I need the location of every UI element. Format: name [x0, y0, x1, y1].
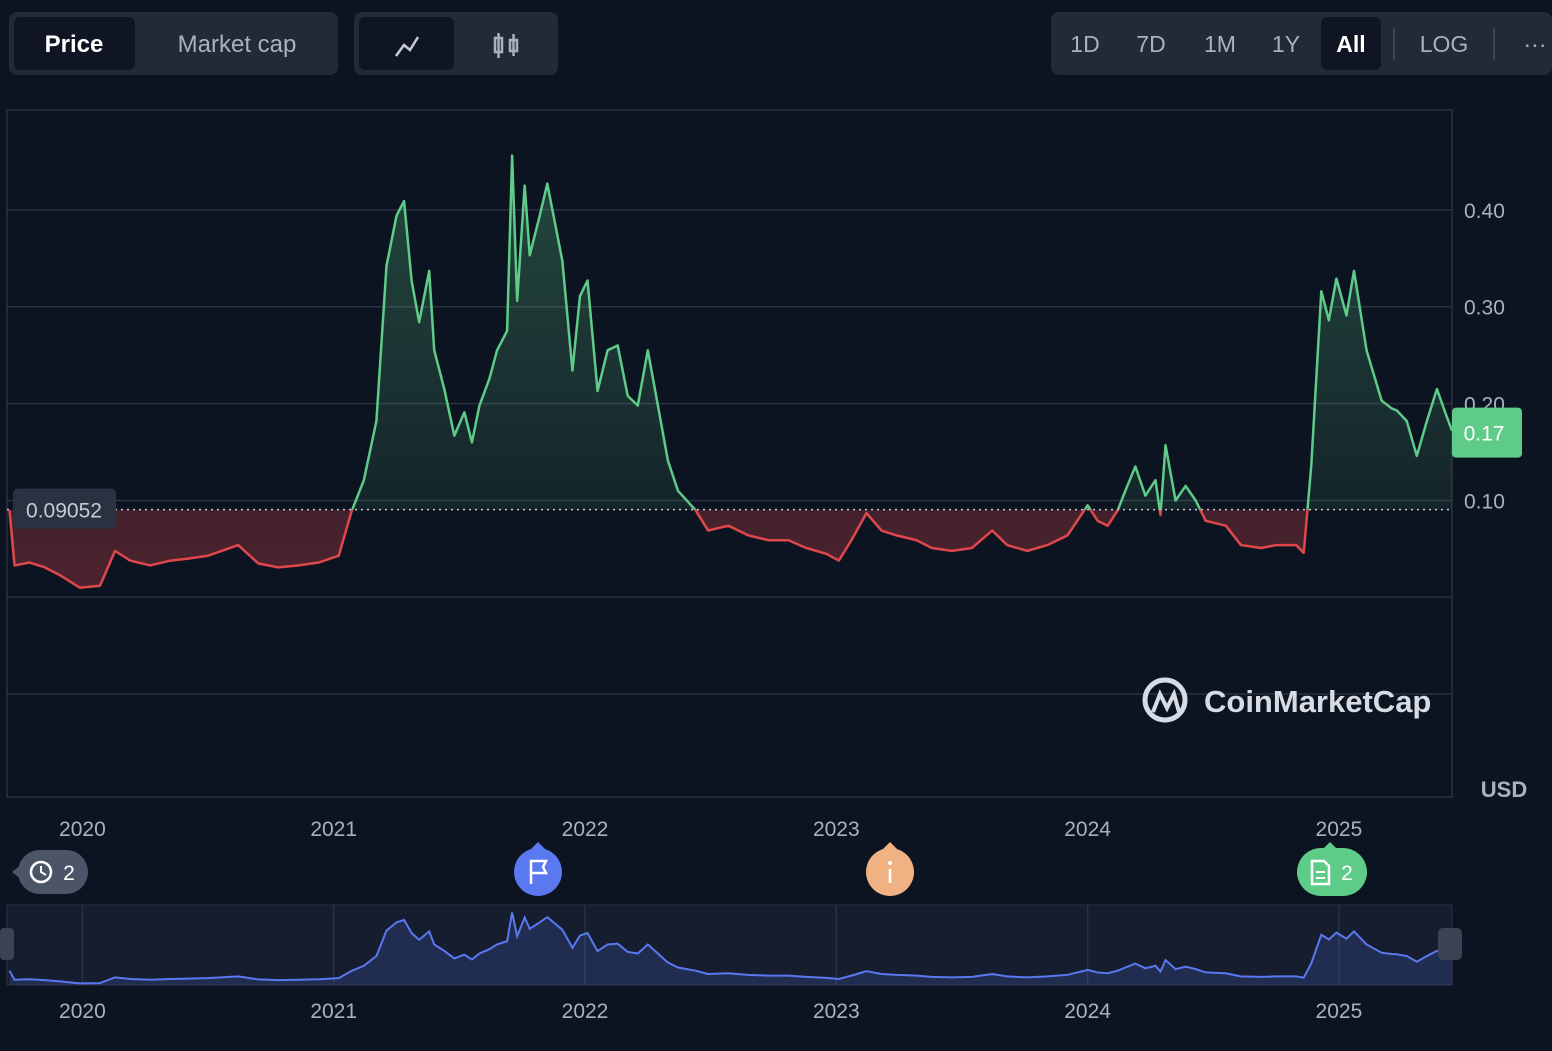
watermark-text: CoinMarketCap: [1204, 684, 1431, 719]
price-line-down: [8, 509, 1309, 589]
navigator-tick-label: 2021: [310, 1000, 357, 1023]
range-button[interactable]: All: [1336, 31, 1365, 57]
navigator-tick-label: 2020: [59, 1000, 106, 1023]
event-history[interactable]: 2: [12, 850, 88, 894]
area-up: [352, 155, 1452, 510]
x-tick-label: 2025: [1316, 818, 1363, 841]
navigator-handle[interactable]: [0, 928, 14, 960]
y-tick-label: 0.30: [1464, 297, 1505, 320]
tab-market-cap[interactable]: Market cap: [178, 31, 297, 58]
area-down: [9, 509, 1452, 588]
navigator-line: [8, 912, 1453, 985]
x-tick-label: 2020: [59, 818, 106, 841]
range-active[interactable]: [1321, 17, 1381, 70]
price-tag-label: 0.17: [1464, 423, 1505, 446]
navigator-area: [9, 912, 1452, 985]
tab-active[interactable]: [14, 17, 135, 70]
navigator-tick-label: 2022: [562, 1000, 609, 1023]
event-count[interactable]: 2: [63, 862, 75, 885]
line-icon: [394, 36, 420, 57]
x-tick-label: 2023: [813, 818, 860, 841]
event-document[interactable]: 2: [1297, 842, 1367, 896]
watermark: CoinMarketCap: [1142, 677, 1431, 723]
x-tick-label: 2022: [562, 818, 609, 841]
navigator-tick-label: 2025: [1316, 1000, 1363, 1023]
y-tick-label: 0.40: [1464, 200, 1505, 223]
currency-label: USD: [1481, 777, 1527, 802]
range-button[interactable]: 1M: [1204, 31, 1236, 57]
price-tag: [1452, 407, 1522, 458]
navigator-tick-label: 2023: [813, 1000, 860, 1023]
range-button[interactable]: 1D: [1070, 31, 1099, 57]
x-tick-label: 2024: [1064, 818, 1111, 841]
event-info[interactable]: [866, 842, 914, 896]
range-button[interactable]: 7D: [1136, 31, 1165, 57]
baseline-tag: [13, 488, 116, 529]
range-group: [1051, 12, 1552, 75]
navigator-tick-label: 2024: [1064, 1000, 1111, 1023]
y-tick-label: 0.10: [1464, 490, 1505, 513]
range-button[interactable]: 1Y: [1272, 31, 1300, 57]
line-button[interactable]: [359, 17, 454, 70]
event-count[interactable]: 2: [1341, 862, 1353, 885]
tab-price[interactable]: Price: [45, 31, 104, 58]
x-tick-label: 2021: [310, 818, 357, 841]
candle-icon[interactable]: [493, 33, 519, 58]
log-button[interactable]: LOG: [1420, 31, 1469, 57]
navigator-handle[interactable]: [1438, 928, 1462, 960]
more-button[interactable]: ···: [1524, 31, 1547, 57]
baseline-label: 0.09052: [26, 500, 102, 523]
event-flag[interactable]: [514, 842, 562, 896]
